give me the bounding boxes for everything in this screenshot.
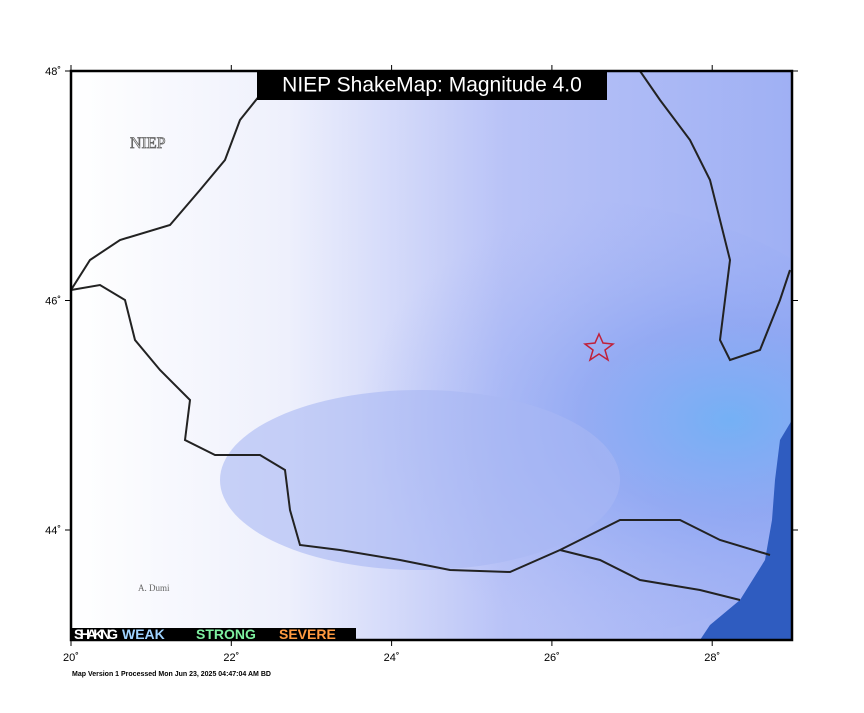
watermark: NIEP (130, 135, 166, 152)
title-box (257, 72, 607, 100)
footer: Map Version 1 Processed Mon Jun 23, 2025… (72, 671, 271, 678)
intensity-legend: SHAKING WEAK STRONG SEVERE (72, 626, 356, 642)
lat-tick-label: 46˚ (45, 296, 61, 308)
lon-tick-label: 28˚ (704, 652, 720, 664)
lon-tick-label: 20˚ (63, 652, 79, 664)
lat-tick-label: 44˚ (45, 525, 61, 537)
lon-tick-label: 24˚ (384, 652, 400, 664)
legend-item: SEVERE (279, 626, 336, 642)
legend-item: WEAK (122, 626, 165, 642)
lon-axis: 20˚ 22˚ 24˚ 26˚ 28˚ (63, 65, 720, 664)
lon-tick-label: 26˚ (544, 652, 560, 664)
lat-tick-label: 48˚ (45, 66, 61, 78)
map-area (71, 71, 792, 640)
place-label: A. Dumi (138, 583, 170, 593)
map-frame (69, 69, 794, 642)
lon-tick-label: 22˚ (223, 652, 239, 664)
lat-axis: 48˚ 46˚ 44˚ (45, 66, 798, 537)
legend-item: STRONG (196, 626, 256, 642)
map-title: NIEP ShakeMap: Magnitude 4.0 (282, 74, 582, 97)
legend-item: SHAKING (74, 626, 118, 642)
